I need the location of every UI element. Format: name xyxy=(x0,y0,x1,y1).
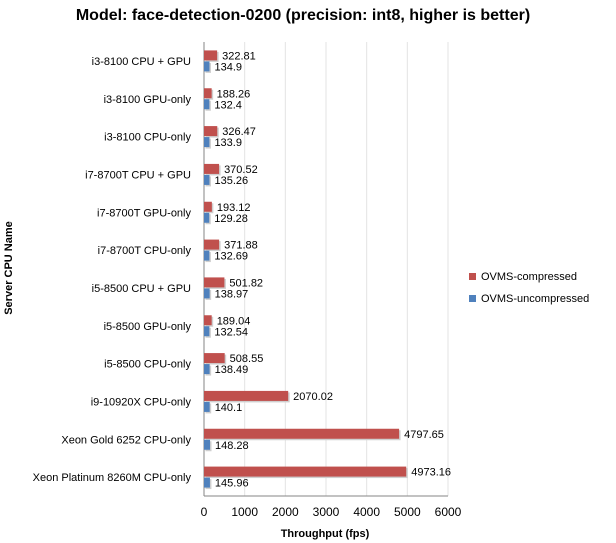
legend-label: OVMS-uncompressed xyxy=(481,293,589,305)
value-label: 132.4 xyxy=(214,99,242,111)
x-tick-label: 5000 xyxy=(394,505,421,519)
bar-compressed xyxy=(204,428,400,439)
value-label: 189.04 xyxy=(217,315,251,327)
x-tick-label: 1000 xyxy=(231,505,258,519)
bar-compressed xyxy=(204,466,407,477)
value-label: 4797.65 xyxy=(404,429,444,441)
category-label: i5-8500 CPU + GPU xyxy=(92,283,191,295)
value-label: 501.82 xyxy=(229,277,263,289)
bar-compressed xyxy=(204,88,212,99)
bar-uncompressed xyxy=(204,250,210,261)
value-label: 135.26 xyxy=(215,175,249,187)
bar-uncompressed xyxy=(204,99,210,110)
x-tick-label: 4000 xyxy=(353,505,380,519)
value-label: 326.47 xyxy=(222,126,256,138)
x-tick-label: 0 xyxy=(201,505,208,519)
y-axis-title: Server CPU Name xyxy=(3,221,15,315)
category-label: i9-10920X CPU-only xyxy=(91,396,192,408)
bars xyxy=(204,50,408,490)
x-tick-label: 3000 xyxy=(313,505,340,519)
value-label: 132.69 xyxy=(214,251,248,263)
chart-title: Model: face-detection-0200 (precision: i… xyxy=(76,7,530,24)
category-label: Xeon Platinum 8260M CPU-only xyxy=(33,472,192,484)
value-label: 138.49 xyxy=(215,364,249,376)
bar-compressed xyxy=(204,50,218,61)
x-tick-label: 2000 xyxy=(272,505,299,519)
category-label: i3-8100 CPU + GPU xyxy=(92,56,191,68)
bar-uncompressed xyxy=(204,439,211,450)
value-label: 134.9 xyxy=(214,61,242,73)
category-label: i7-8700T CPU-only xyxy=(98,245,192,257)
bar-compressed xyxy=(204,315,212,326)
category-label: i7-8700T GPU-only xyxy=(97,207,191,219)
bar-compressed xyxy=(204,163,220,174)
grid xyxy=(203,42,449,497)
x-tick-label: 6000 xyxy=(435,505,462,519)
bar-uncompressed xyxy=(204,401,210,412)
legend-swatch-compressed xyxy=(469,273,476,280)
bar-uncompressed xyxy=(204,174,210,185)
legend-label: OVMS-compressed xyxy=(481,271,577,283)
value-label: 129.28 xyxy=(214,213,248,225)
value-label: 132.54 xyxy=(214,326,248,338)
category-label: i3-8100 CPU-only xyxy=(104,132,191,144)
value-label: 322.81 xyxy=(222,50,256,62)
bar-uncompressed xyxy=(204,477,210,488)
bar-uncompressed xyxy=(204,364,210,375)
value-label: 188.26 xyxy=(217,88,251,100)
value-label: 145.96 xyxy=(215,478,249,490)
value-label: 148.28 xyxy=(215,440,249,452)
bar-uncompressed xyxy=(204,212,210,223)
value-label: 140.1 xyxy=(215,402,243,414)
category-label: i7-8700T CPU + GPU xyxy=(85,169,191,181)
legend-swatch-uncompressed xyxy=(469,295,476,302)
value-label: 138.97 xyxy=(215,288,249,300)
category-label: i5-8500 CPU-only xyxy=(104,359,191,371)
x-axis-title: Throughput (fps) xyxy=(281,528,370,540)
bar-compressed xyxy=(204,353,225,364)
bar-compressed xyxy=(204,390,289,401)
value-label: 4973.16 xyxy=(411,467,451,479)
bar-uncompressed xyxy=(204,288,210,299)
x-axis: 0 1000 2000 3000 4000 5000 6000 xyxy=(201,505,462,519)
bar-compressed xyxy=(204,277,225,288)
value-label: 508.55 xyxy=(230,353,264,365)
bar-uncompressed xyxy=(204,61,210,72)
bar-uncompressed xyxy=(204,326,210,337)
category-label: i5-8500 GPU-only xyxy=(104,321,192,333)
bar-compressed xyxy=(204,201,212,212)
value-label: 2070.02 xyxy=(293,391,333,403)
bar-compressed xyxy=(204,126,218,137)
value-label: 370.52 xyxy=(224,164,258,176)
value-label: 371.88 xyxy=(224,240,258,252)
legend: OVMS-compressed OVMS-uncompressed xyxy=(469,271,589,305)
category-label: i3-8100 GPU-only xyxy=(104,94,192,106)
category-label: Xeon Gold 6252 CPU-only xyxy=(61,434,191,446)
bar-uncompressed xyxy=(204,137,210,148)
value-label: 133.9 xyxy=(214,137,242,149)
bar-compressed xyxy=(204,239,220,250)
value-label: 193.12 xyxy=(217,202,251,214)
